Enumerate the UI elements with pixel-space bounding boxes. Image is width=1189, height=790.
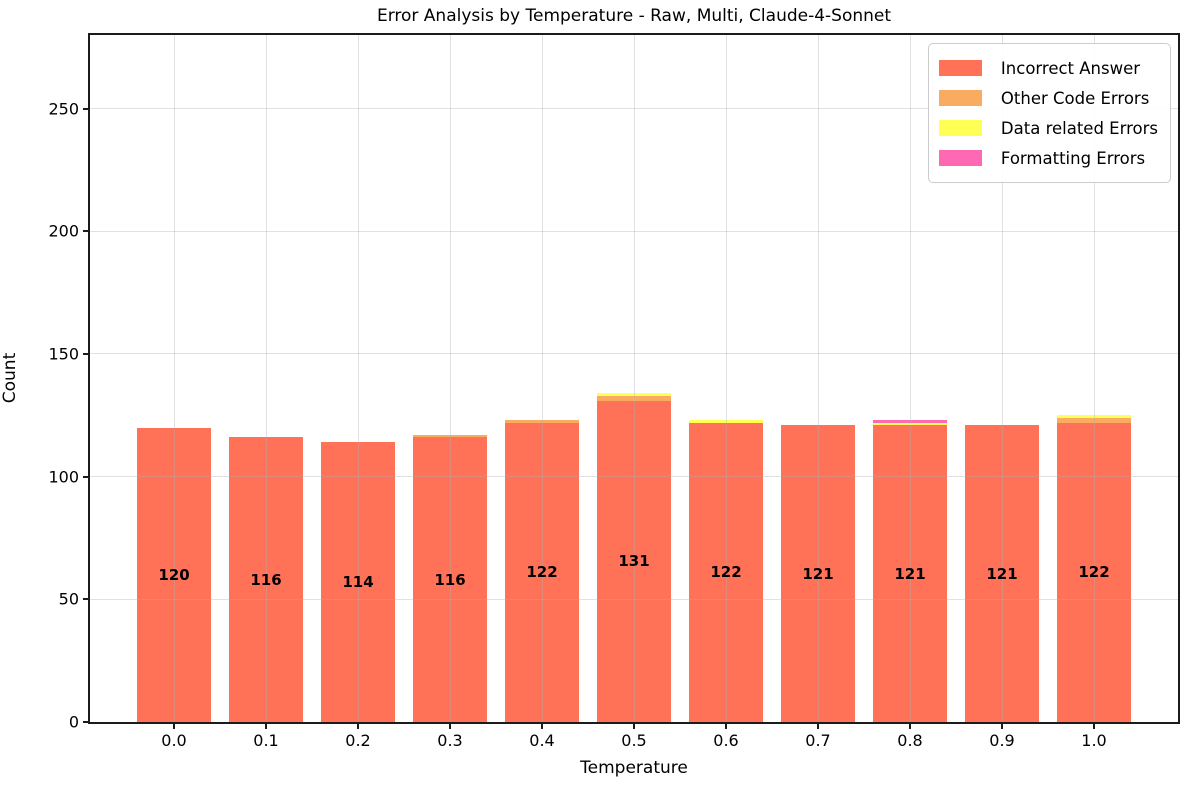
bar-value-label: 114 — [342, 573, 374, 592]
bar-segment — [505, 420, 579, 423]
gridline-vertical — [1093, 35, 1095, 722]
bar-segment — [597, 393, 671, 396]
gridline-vertical — [265, 35, 267, 722]
chart-title: Error Analysis by Temperature - Raw, Mul… — [376, 6, 892, 26]
x-axis-label: Temperature — [580, 758, 688, 778]
y-tick-mark — [83, 475, 88, 478]
legend-label: Incorrect Answer — [1000, 58, 1141, 78]
gridline-vertical — [633, 35, 635, 722]
y-axis-label: Count — [0, 352, 20, 404]
legend-row: Formatting Errors — [938, 143, 1158, 173]
legend-label: Formatting Errors — [1000, 148, 1146, 168]
gridline-vertical — [449, 35, 451, 722]
legend-row: Incorrect Answer — [938, 53, 1158, 83]
x-tick-mark — [357, 724, 359, 729]
bar-value-label: 116 — [250, 570, 282, 589]
bar-segment — [413, 434, 487, 438]
bar-value-label: 116 — [434, 570, 466, 589]
bar-segment — [321, 442, 395, 722]
y-tick-mark — [83, 107, 88, 110]
gridline-horizontal — [90, 353, 1178, 355]
x-tick-label: 0.8 — [897, 731, 923, 750]
y-tick-mark — [83, 230, 88, 233]
x-tick-label: 0.9 — [989, 731, 1015, 750]
gridline-vertical — [725, 35, 727, 722]
bar-segment — [1057, 417, 1131, 423]
gridline-vertical — [817, 35, 819, 722]
x-tick-label: 0.1 — [253, 731, 279, 750]
x-tick-label: 0.7 — [805, 731, 831, 750]
gridline-vertical — [541, 35, 543, 722]
y-tick-label: 200 — [48, 221, 79, 241]
legend-label: Data related Errors — [1000, 118, 1158, 138]
x-tick-mark — [449, 724, 451, 729]
y-tick-label: 0 — [68, 712, 79, 732]
gridline-horizontal — [90, 598, 1178, 600]
bar-value-label: 121 — [986, 564, 1018, 583]
legend-row: Other Code Errors — [938, 83, 1158, 113]
bar-segment — [1057, 422, 1131, 722]
gridline-horizontal — [90, 476, 1178, 478]
x-tick-label: 0.4 — [529, 731, 555, 750]
y-tick-mark — [83, 721, 88, 723]
x-tick-label: 1.0 — [1081, 731, 1107, 750]
gridline-horizontal — [90, 108, 1178, 110]
x-tick-label: 0.2 — [345, 731, 371, 750]
x-tick-label: 0.5 — [621, 731, 647, 750]
bar-value-label: 122 — [1078, 563, 1110, 582]
gridline-horizontal — [90, 230, 1178, 232]
bar-segment — [873, 425, 947, 722]
x-tick-label: 0.6 — [713, 731, 739, 750]
x-tick-mark — [1093, 724, 1095, 729]
x-tick-mark — [1001, 724, 1003, 729]
legend-swatch-formatting-errors — [938, 150, 982, 166]
legend-swatch-incorrect-answer — [938, 60, 982, 76]
bar-segment — [505, 422, 579, 722]
y-tick-label: 250 — [48, 99, 79, 119]
legend: Incorrect Answer Other Code Errors Data re… — [927, 43, 1171, 183]
bar-value-label: 122 — [526, 563, 558, 582]
bar-segment — [597, 395, 671, 401]
y-tick-label: 150 — [48, 344, 79, 364]
bar-segment — [689, 422, 763, 722]
x-tick-label: 0.3 — [437, 731, 463, 750]
bar-segment — [229, 437, 303, 722]
gridline-vertical — [357, 35, 359, 722]
bar-value-label: 121 — [802, 564, 834, 583]
bar-value-label: 121 — [894, 564, 926, 583]
plot-area: 120 116 114 116 122 131 122 121 121 121 122 Incorr… — [88, 33, 1180, 724]
bar-segment — [689, 420, 763, 423]
bar-segment — [873, 420, 947, 423]
bar-value-label: 122 — [710, 563, 742, 582]
gridline-vertical — [909, 35, 911, 722]
y-tick-mark — [83, 598, 88, 601]
y-tick-mark — [83, 352, 88, 355]
bar-segment — [137, 427, 211, 722]
bar-segment — [781, 425, 855, 722]
legend-row: Data related Errors — [938, 113, 1158, 143]
x-tick-mark — [265, 724, 267, 729]
bar-segment — [597, 400, 671, 722]
x-tick-mark — [725, 724, 727, 729]
bar-value-label: 120 — [158, 565, 190, 584]
gridline-vertical — [1001, 35, 1003, 722]
x-tick-mark — [173, 724, 175, 729]
x-tick-mark — [541, 724, 543, 729]
x-tick-mark — [817, 724, 819, 729]
legend-swatch-other-code-errors — [938, 90, 982, 106]
gridline-vertical — [173, 35, 175, 722]
legend-label: Other Code Errors — [1000, 88, 1150, 108]
y-tick-label: 100 — [48, 467, 79, 487]
bar-segment — [1057, 415, 1131, 418]
bar-segment — [965, 425, 1039, 722]
legend-swatch-data-related-errors — [938, 120, 982, 136]
bar-value-label: 131 — [618, 552, 650, 571]
x-tick-mark — [633, 724, 635, 729]
x-tick-label: 0.0 — [161, 731, 187, 750]
bar-segment — [413, 437, 487, 722]
x-tick-mark — [909, 724, 911, 729]
bar-segment — [873, 422, 947, 426]
y-tick-label: 50 — [58, 589, 79, 609]
